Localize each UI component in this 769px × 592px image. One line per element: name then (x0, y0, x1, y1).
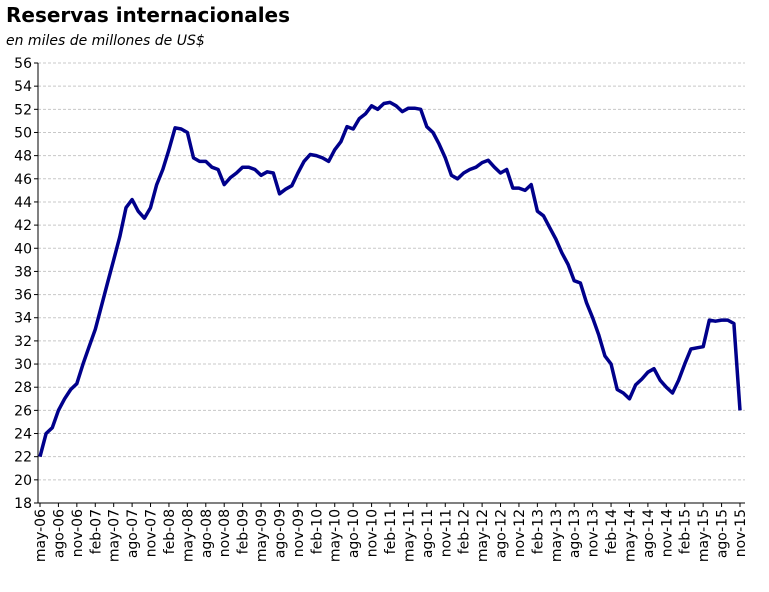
x-tick-label: feb-09 (236, 509, 252, 554)
x-tick-label: may-07 (107, 509, 123, 562)
x-tick-label: ago-15 (715, 509, 731, 558)
y-tick-label: 30 (14, 357, 32, 373)
y-tick-label: 26 (14, 403, 32, 419)
x-tick-label: nov-15 (733, 509, 749, 557)
y-tick-label: 44 (14, 195, 32, 211)
x-tick-label: ago-11 (420, 509, 436, 558)
y-tick-label: 22 (14, 450, 32, 466)
y-tick-label: 54 (14, 79, 32, 95)
y-tick-label: 24 (14, 427, 32, 443)
data-line (38, 100, 742, 458)
x-tick-label: feb-11 (383, 509, 399, 554)
x-tick-label: ago-07 (125, 509, 141, 558)
x-tick-label: may-13 (549, 509, 565, 562)
x-tick-label: feb-08 (162, 509, 178, 554)
y-tick-label: 42 (14, 218, 32, 234)
chart-subtitle: en miles de millones de US$ (6, 33, 205, 49)
y-tick-label: 50 (14, 125, 32, 141)
x-tick-label: feb-07 (88, 509, 104, 554)
x-tick-label: ago-12 (494, 509, 510, 558)
x-tick-label: nov-08 (217, 509, 233, 557)
x-tick-label: feb-12 (457, 509, 473, 554)
x-tick-label: ago-09 (272, 509, 288, 558)
y-tick-label: 36 (14, 288, 32, 304)
x-tick-label: nov-10 (365, 509, 381, 557)
y-tick-label: 34 (14, 311, 32, 327)
x-tick-label: may-06 (33, 509, 49, 562)
x-tick-label: feb-13 (530, 509, 546, 554)
y-tick-label: 48 (14, 149, 32, 165)
y-tick-label: 32 (14, 334, 32, 350)
x-tick-label: may-10 (328, 509, 344, 562)
x-tick-label: may-11 (401, 509, 417, 562)
x-tick-label: nov-14 (659, 509, 675, 557)
x-tick-label: may-14 (622, 509, 638, 562)
y-tick-label: 18 (14, 496, 32, 512)
x-tick-label: ago-08 (199, 509, 215, 558)
x-tick-label: feb-14 (604, 509, 620, 554)
x-tick-label: nov-06 (70, 509, 86, 557)
y-tick-label: 20 (14, 473, 32, 489)
x-tick-label: nov-11 (438, 509, 454, 557)
x-tick-label: may-12 (475, 509, 491, 562)
x-tick-label: may-15 (696, 509, 712, 562)
y-tick-label: 38 (14, 264, 32, 280)
x-tick-label: ago-10 (346, 509, 362, 558)
x-tick-label: nov-07 (144, 509, 160, 557)
y-tick-label: 56 (14, 56, 32, 72)
y-tick-label: 46 (14, 172, 32, 188)
x-tick-label: ago-06 (51, 509, 67, 558)
x-tick-label: may-09 (254, 509, 270, 562)
x-tick-label: may-08 (180, 509, 196, 562)
y-tick-label: 28 (14, 380, 32, 396)
x-tick-label: ago-14 (641, 509, 657, 558)
x-tick-label: ago-13 (567, 509, 583, 558)
y-tick-label: 40 (14, 241, 32, 257)
chart-title: Reservas internacionales (6, 3, 290, 27)
x-tick-label: nov-12 (512, 509, 528, 557)
x-tick-label: feb-10 (309, 509, 325, 554)
x-tick-label: nov-13 (586, 509, 602, 557)
x-tick-label: feb-15 (678, 509, 694, 554)
x-tick-label: nov-09 (291, 509, 307, 557)
y-tick-label: 52 (14, 102, 32, 118)
